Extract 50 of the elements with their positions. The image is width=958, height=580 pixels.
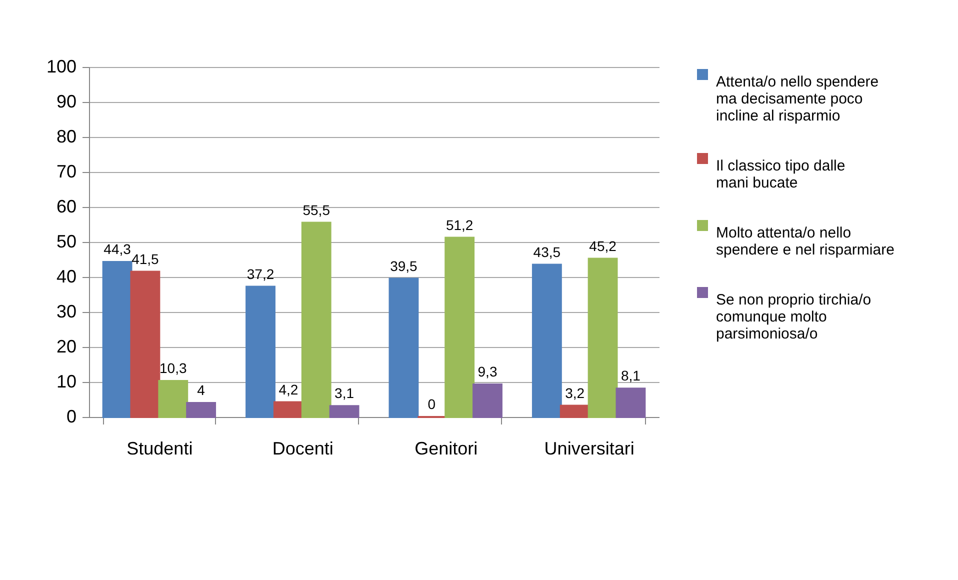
- data-label: 45,2: [589, 238, 617, 254]
- bar: [616, 388, 646, 418]
- data-label: 3,1: [334, 385, 354, 402]
- y-tick-label: 10: [56, 372, 76, 392]
- bar: [588, 258, 618, 418]
- data-label: 9,3: [478, 363, 498, 380]
- data-label: 44,3: [104, 240, 132, 257]
- x-tick-label: Universitari: [544, 438, 634, 458]
- bar: [560, 404, 590, 418]
- y-tick-label: 40: [56, 266, 76, 286]
- data-label: 55,5: [302, 202, 330, 218]
- y-tick-label: 60: [56, 196, 76, 216]
- bar: [329, 405, 360, 418]
- legend-label: Il classico tipo dalle mani bucate: [716, 158, 846, 192]
- data-label: 51,2: [446, 216, 474, 233]
- data-label: 41,5: [132, 250, 160, 267]
- data-label: 8,1: [620, 368, 641, 384]
- data-label: 10,3: [160, 360, 187, 376]
- bar: [130, 270, 160, 418]
- bar: [301, 222, 332, 418]
- legend-label: Attenta/o nello spendere ma decisamente poco incline al risparmio: [716, 74, 879, 124]
- bar: [388, 278, 419, 418]
- x-tick-label: Studenti: [126, 438, 193, 458]
- bar: [246, 286, 276, 418]
- data-label: 0: [428, 396, 436, 412]
- y-tick-label: 80: [56, 126, 76, 146]
- bar: [273, 401, 304, 418]
- y-tick-label: 90: [56, 92, 76, 112]
- data-label: 37,2: [246, 266, 274, 282]
- data-label: 4: [197, 382, 206, 398]
- bar: [532, 264, 562, 418]
- y-tick-label: 0: [66, 406, 76, 426]
- legend-label: Se non proprio tirchia/o comunque molto parsimoniosa/o: [716, 292, 872, 342]
- x-tick-label: Docenti: [272, 438, 334, 458]
- data-label: 43,5: [533, 244, 561, 260]
- bar: [472, 383, 502, 418]
- data-label: 4,2: [278, 381, 298, 398]
- bar: [158, 380, 188, 418]
- legend-label: Molto attenta/o nello spendere e nel risparmiare: [716, 224, 894, 258]
- data-label: 3,2: [565, 384, 585, 401]
- bar: [444, 236, 475, 418]
- x-tick-label: Genitori: [414, 438, 478, 458]
- bar: [102, 260, 132, 418]
- y-tick-label: 100: [46, 56, 76, 76]
- y-tick-label: 20: [56, 336, 76, 356]
- y-tick-label: 70: [56, 162, 76, 182]
- y-tick-label: 30: [56, 302, 76, 322]
- bar: [186, 402, 216, 418]
- data-label: 39,5: [390, 258, 418, 274]
- y-tick-label: 50: [56, 232, 76, 252]
